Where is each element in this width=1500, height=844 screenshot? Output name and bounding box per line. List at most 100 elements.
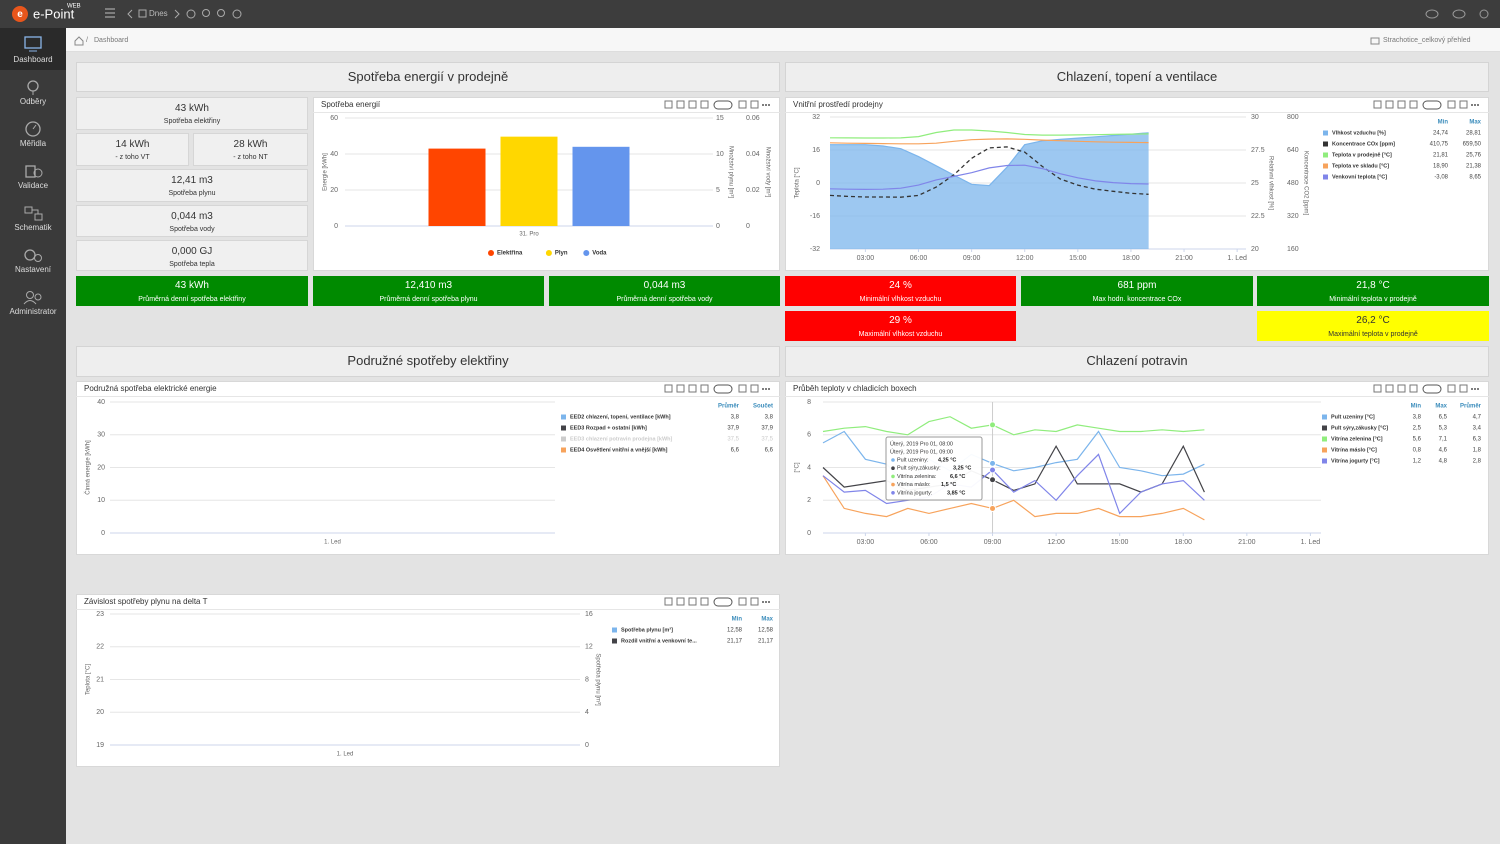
nav-item[interactable]: Administrator bbox=[0, 280, 66, 322]
next-button[interactable] bbox=[174, 9, 180, 19]
axis-title: Spotřeba plynu [m³] bbox=[594, 653, 600, 706]
y-tick-label: 0 bbox=[334, 223, 338, 230]
nav-icon bbox=[24, 206, 43, 221]
user-icon[interactable] bbox=[1479, 9, 1489, 19]
zoom-in-button[interactable] bbox=[202, 9, 210, 17]
kpi-value: 21,8 °C bbox=[1356, 280, 1390, 291]
toolbar-button[interactable] bbox=[750, 100, 759, 109]
chart-toolbar bbox=[664, 100, 770, 110]
toolbar-button[interactable] bbox=[762, 601, 764, 603]
chart-panel: Spotřeba energií 0 20 40 60 Energie [kWh] 0 5 1… bbox=[313, 97, 780, 271]
toolbar-button[interactable] bbox=[700, 384, 709, 393]
refresh-button[interactable] bbox=[186, 9, 196, 19]
chart: -32 -16 0 16 32 Teplota [°C] 20 22.5 25 27.5 30 Rel… bbox=[795, 114, 1482, 262]
toolbar-button[interactable] bbox=[750, 384, 759, 393]
kpi-label: Maximální teplota v prodejně bbox=[1328, 331, 1418, 338]
tooltip-label: Vitrína zelenina: bbox=[897, 474, 937, 480]
toolbar-button[interactable] bbox=[688, 384, 697, 393]
nav-item[interactable]: Měřidla bbox=[0, 112, 66, 154]
toolbar-button[interactable] bbox=[688, 597, 697, 606]
y-tick-label: 160 bbox=[1287, 246, 1299, 253]
cloud-icon[interactable] bbox=[1452, 9, 1466, 19]
toolbar-button[interactable] bbox=[664, 597, 673, 606]
toolbar-button[interactable] bbox=[1385, 100, 1394, 109]
toolbar-button[interactable] bbox=[688, 100, 697, 109]
x-tick-label: 09:00 bbox=[984, 539, 1002, 546]
legend-column-header: Průměr bbox=[1460, 403, 1482, 410]
hover-point bbox=[989, 466, 997, 474]
breadcrumb[interactable]: Dashboard bbox=[94, 37, 129, 44]
toolbar-button[interactable] bbox=[762, 388, 764, 390]
toolbar-button[interactable] bbox=[664, 100, 673, 109]
toolbar-button[interactable] bbox=[1477, 388, 1479, 390]
toolbar-button[interactable] bbox=[713, 100, 733, 110]
legend-stat: 6,6 bbox=[765, 448, 774, 454]
x-tick-label: 06:00 bbox=[920, 539, 938, 546]
toolbar-button[interactable] bbox=[1459, 100, 1468, 109]
y-tick-label: 4 bbox=[585, 709, 589, 716]
stat-tile: 0,044 m3 Spotřeba vody bbox=[76, 205, 308, 237]
settings-button[interactable] bbox=[232, 9, 242, 19]
toolbar-button[interactable] bbox=[1422, 384, 1442, 394]
nav-label: Odběry bbox=[19, 97, 47, 106]
toolbar-button[interactable] bbox=[1397, 100, 1406, 109]
toolbar-button[interactable] bbox=[1373, 100, 1382, 109]
legend-marker bbox=[561, 436, 566, 442]
toolbar-button[interactable] bbox=[738, 597, 747, 606]
calendar-icon[interactable] bbox=[138, 9, 147, 18]
tooltip-label: Pult sýry,zákusky: bbox=[897, 466, 941, 472]
toolbar-button[interactable] bbox=[1474, 388, 1476, 390]
nav-item[interactable]: Odběry bbox=[0, 70, 66, 112]
toolbar-button[interactable] bbox=[738, 100, 747, 109]
legend-stat: 24,74 bbox=[1433, 131, 1449, 137]
y-tick-label: 32 bbox=[812, 114, 820, 121]
toolbar-button[interactable] bbox=[713, 597, 733, 607]
nav-item[interactable]: Schematik bbox=[0, 196, 66, 238]
x-tick-label: 18:00 bbox=[1122, 255, 1140, 262]
toolbar-button[interactable] bbox=[713, 384, 733, 394]
toolbar-button[interactable] bbox=[768, 388, 770, 390]
y-tick-label: 0 bbox=[746, 223, 750, 230]
toolbar-button[interactable] bbox=[738, 384, 747, 393]
toolbar-button[interactable] bbox=[1471, 104, 1473, 106]
toolbar-button[interactable] bbox=[676, 384, 685, 393]
view-selector[interactable]: Strachotice_celkový přehled bbox=[1383, 37, 1471, 44]
toolbar-button[interactable] bbox=[1409, 384, 1418, 393]
today-button[interactable]: Dnes bbox=[149, 9, 168, 18]
toolbar-button[interactable] bbox=[1409, 100, 1418, 109]
cloud-icon[interactable] bbox=[1425, 9, 1439, 19]
toolbar-button[interactable] bbox=[765, 388, 767, 390]
toolbar-button[interactable] bbox=[768, 104, 770, 106]
toolbar-button[interactable] bbox=[664, 384, 673, 393]
kpi-tile: 43 kWh Průměrná denní spotřeba elektřiny bbox=[76, 276, 308, 306]
toolbar-button[interactable] bbox=[1459, 384, 1468, 393]
toolbar-button[interactable] bbox=[1373, 384, 1382, 393]
toolbar-button[interactable] bbox=[768, 601, 770, 603]
toolbar-button[interactable] bbox=[1447, 384, 1456, 393]
toolbar-button[interactable] bbox=[1471, 388, 1473, 390]
toolbar-button[interactable] bbox=[1397, 384, 1406, 393]
legend-stat: 4,6 bbox=[1439, 448, 1448, 454]
nav-item[interactable]: Dashboard bbox=[0, 28, 66, 70]
nav-item[interactable]: Nastavení bbox=[0, 238, 66, 280]
toolbar-button[interactable] bbox=[1385, 384, 1394, 393]
toolbar-button[interactable] bbox=[765, 104, 767, 106]
zoom-out-button[interactable] bbox=[217, 9, 225, 17]
toolbar-button[interactable] bbox=[700, 597, 709, 606]
breadcrumb-separator: / bbox=[86, 37, 88, 44]
toolbar-button[interactable] bbox=[700, 100, 709, 109]
toolbar-button[interactable] bbox=[750, 597, 759, 606]
toolbar-button[interactable] bbox=[1422, 100, 1442, 110]
menu-icon[interactable] bbox=[105, 8, 115, 18]
toolbar-button[interactable] bbox=[762, 104, 764, 106]
axis-title: Činná energie [kWh] bbox=[85, 440, 92, 495]
toolbar-button[interactable] bbox=[676, 597, 685, 606]
nav-item[interactable]: Validace bbox=[0, 154, 66, 196]
toolbar-button[interactable] bbox=[1474, 104, 1476, 106]
toolbar-button[interactable] bbox=[1477, 104, 1479, 106]
toolbar-button[interactable] bbox=[765, 601, 767, 603]
home-icon[interactable] bbox=[74, 36, 84, 46]
toolbar-button[interactable] bbox=[676, 100, 685, 109]
prev-button[interactable] bbox=[127, 9, 133, 19]
toolbar-button[interactable] bbox=[1447, 100, 1456, 109]
